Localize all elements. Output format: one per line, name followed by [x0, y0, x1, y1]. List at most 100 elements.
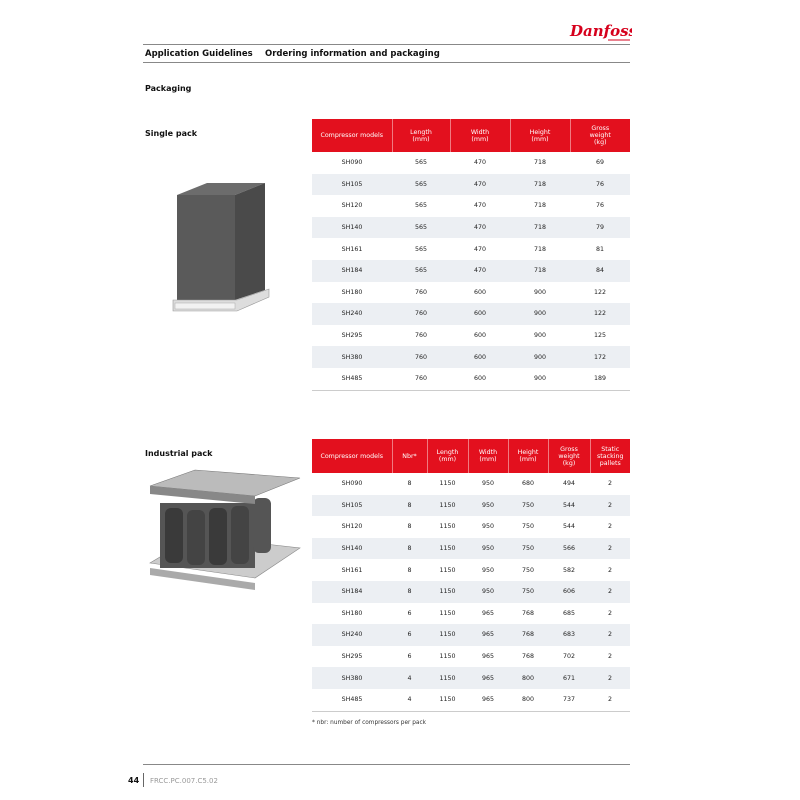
single-pack-label: Single pack — [145, 129, 198, 138]
header-rule-bottom — [143, 62, 630, 63]
table-cell: 685 — [562, 609, 576, 617]
table-cell: 671 — [548, 667, 590, 689]
table-row: SH380 4 1150 965 800 671 2 — [312, 667, 630, 689]
table-row: SH180 6 1150 965 768 685 2 — [312, 603, 630, 625]
table-cell: 470 — [473, 245, 487, 253]
table-cell: 600 — [473, 288, 487, 296]
table-cell: SH105 — [312, 494, 392, 517]
table-cell: 79 — [570, 216, 630, 239]
table-cell: 4 — [392, 667, 427, 689]
table-cell: 8 — [392, 580, 427, 603]
table-row: SH140 8 1150 950 750 566 2 — [312, 537, 630, 560]
table-cell: 470 — [473, 159, 487, 167]
table-cell: 565 — [414, 159, 428, 167]
table-row: SH240 760 600 900 122 — [312, 303, 630, 325]
table-cell: 760 — [414, 288, 428, 296]
table-cell: SH120 — [341, 202, 363, 210]
table-cell: 737 — [548, 688, 590, 712]
industrial-pack-image — [145, 468, 305, 597]
table-cell: 565 — [392, 173, 450, 196]
table-cell: SH380 — [312, 346, 392, 368]
table-row: SH180 760 600 900 122 — [312, 282, 630, 304]
danfoss-logo: Danfoss — [568, 18, 638, 48]
table-row: SH184 8 1150 950 750 606 2 — [312, 580, 630, 603]
table-cell: 122 — [593, 288, 607, 296]
column-header: Length (mm) — [391, 119, 450, 152]
table-cell: 965 — [468, 667, 508, 689]
table-cell: SH184 — [312, 580, 392, 603]
packaging-heading: Packaging — [145, 84, 192, 93]
table-cell: 565 — [414, 245, 428, 253]
table-cell: 544 — [548, 494, 590, 517]
industrial-pack-label: Industrial pack — [145, 449, 213, 458]
table-cell: 565 — [392, 216, 450, 239]
footer-rule — [143, 764, 630, 765]
table-cell: 965 — [468, 624, 508, 646]
table-cell: 800 — [508, 667, 548, 689]
table-cell: SH295 — [341, 653, 363, 661]
table-cell: 950 — [481, 480, 495, 488]
column-header: Gross weight (kg) — [547, 439, 590, 473]
table-cell: 900 — [533, 288, 547, 296]
table-cell: 69 — [595, 159, 604, 167]
table-cell: 76 — [570, 173, 630, 196]
table-cell: 965 — [468, 688, 508, 712]
table-cell: 1150 — [427, 667, 468, 689]
table-cell: SH161 — [341, 566, 363, 574]
table-cell: SH161 — [341, 245, 363, 253]
footer-divider — [143, 773, 144, 787]
table-cell: 2 — [590, 494, 630, 517]
table-cell: 760 — [414, 332, 428, 340]
table-cell: 1150 — [427, 688, 468, 712]
table-cell: SH295 — [341, 332, 363, 340]
table-cell: 565 — [414, 202, 428, 210]
table-cell: 750 — [521, 523, 535, 531]
table-cell: 6 — [392, 624, 427, 646]
table-row: SH161 565 470 718 81 — [312, 238, 630, 260]
table-cell: 718 — [510, 216, 570, 239]
table-cell: 750 — [508, 537, 548, 560]
table-cell: 600 — [450, 303, 510, 325]
table-cell: SH090 — [341, 159, 363, 167]
table-cell: 718 — [533, 245, 547, 253]
table-cell: SH240 — [312, 624, 392, 646]
table-cell: 582 — [562, 566, 576, 574]
table-cell: SH485 — [312, 688, 392, 712]
table-cell: 76 — [595, 202, 604, 210]
column-header: Height (mm) — [509, 119, 570, 152]
table-cell: 172 — [570, 346, 630, 368]
table-cell: 8 — [407, 480, 412, 488]
table-row: SH161 8 1150 950 750 582 2 — [312, 559, 630, 581]
table-cell: 494 — [562, 480, 576, 488]
table-cell: 2 — [590, 667, 630, 689]
table-cell: SH140 — [312, 537, 392, 560]
table-cell: SH090 — [341, 480, 363, 488]
column-header: Compressor models — [312, 119, 392, 152]
table-row: SH184 565 470 718 84 — [312, 259, 630, 282]
table-cell: SH485 — [312, 367, 392, 391]
table-cell: 683 — [548, 624, 590, 646]
table-cell: 2 — [607, 480, 612, 488]
table-cell: 2 — [590, 624, 630, 646]
table-cell: 1150 — [439, 480, 456, 488]
table-cell: 8 — [392, 537, 427, 560]
table-cell: 6 — [407, 653, 412, 661]
column-header: Static stacking pallets — [589, 439, 630, 473]
table-cell: 2 — [607, 523, 612, 531]
table-row: SH295 6 1150 965 768 702 2 — [312, 646, 630, 668]
table-cell: 718 — [533, 159, 547, 167]
table-cell: SH180 — [341, 288, 363, 296]
table-cell: 950 — [481, 566, 495, 574]
table-cell: 2 — [607, 566, 612, 574]
table-cell: 1150 — [427, 494, 468, 517]
table-cell: 81 — [595, 245, 604, 253]
table-row: SH105 565 470 718 76 — [312, 173, 630, 196]
table-cell: 900 — [510, 367, 570, 391]
table-cell: 750 — [508, 494, 548, 517]
table-cell: 2 — [607, 653, 612, 661]
table-cell: 2 — [607, 609, 612, 617]
table-cell: 1150 — [427, 537, 468, 560]
table-cell: 2 — [590, 580, 630, 603]
table-cell: 760 — [392, 367, 450, 391]
